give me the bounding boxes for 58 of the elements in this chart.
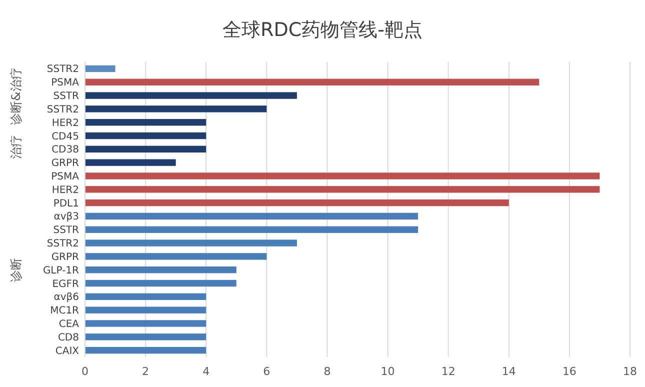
text: 诊断&治疗 (9, 68, 24, 125)
x-tick-label: 8 (324, 365, 331, 378)
x-tick-label: 0 (82, 365, 88, 378)
text: 诊断 (9, 258, 24, 282)
bar (85, 320, 206, 327)
bar (85, 146, 206, 153)
y-tick-label: HER2 (52, 184, 79, 196)
y-tick-label: HER2 (52, 118, 79, 129)
bar (85, 212, 418, 220)
x-tick-label: 4 (202, 365, 210, 378)
y-tick-label: CD38 (52, 144, 79, 156)
bar (85, 172, 600, 180)
y-tick-label: αvβ6 (54, 292, 79, 304)
bar (85, 226, 418, 233)
y-tick-label: CD8 (58, 332, 79, 344)
y-tick-label: EGFR (52, 278, 80, 290)
bar (85, 78, 540, 86)
y-tick-label: SSTR2 (46, 64, 79, 76)
y-tick-label: SSTR2 (46, 104, 79, 116)
x-tick-label: 16 (562, 365, 576, 378)
y-tick-label: PSMA (51, 171, 80, 182)
y-tick-label: GRPR (51, 252, 80, 263)
bar (85, 159, 176, 166)
y-tick-label: CEA (58, 318, 80, 330)
text: 治疗 (9, 135, 24, 159)
bar (85, 334, 206, 340)
x-tick-label: 14 (502, 365, 516, 378)
y-tick-label: PSMA (51, 78, 80, 89)
y-tick-label: GRPR (51, 158, 80, 170)
y-tick-label: CD45 (52, 131, 79, 142)
bar (85, 266, 236, 274)
x-tick-label: 6 (263, 365, 270, 378)
y-tick-label: CAIX (55, 346, 80, 357)
x-tick-label: 2 (142, 365, 150, 378)
bar (85, 186, 600, 193)
bar (85, 306, 206, 314)
bar (85, 132, 206, 140)
bar (85, 240, 297, 246)
y-tick-label: GLP-1R (42, 265, 80, 276)
y-tick-label: SSTR2 (46, 238, 79, 250)
bar (85, 199, 509, 206)
y-tick-label: αvβ3 (54, 212, 79, 223)
bar (85, 118, 206, 126)
y-tick-label: SSTR (53, 225, 80, 236)
chart-title: 全球RDC药物管线-靶点 (222, 19, 422, 41)
bar (85, 280, 236, 287)
y-tick-label: SSTR (53, 91, 80, 102)
x-tick-label: 18 (623, 365, 637, 378)
x-tick-label: 10 (380, 365, 395, 378)
bar (85, 346, 206, 354)
bar (85, 106, 267, 112)
bar (85, 92, 297, 99)
x-tick-label: 12 (441, 365, 456, 378)
bar (85, 65, 116, 72)
y-tick-label: MC1R (50, 306, 80, 317)
bar (85, 253, 267, 260)
bar (85, 293, 206, 300)
y-tick-label: PDL1 (53, 198, 79, 210)
